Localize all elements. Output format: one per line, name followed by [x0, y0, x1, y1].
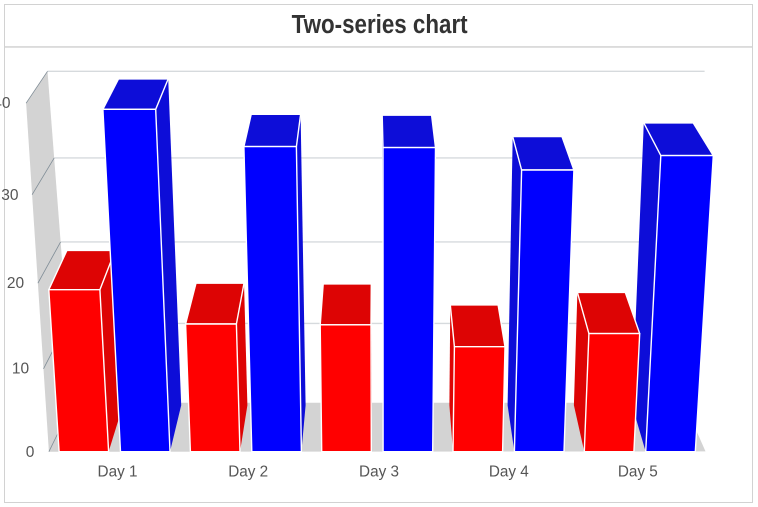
svg-text:30: 30 [1, 187, 19, 204]
svg-text:Day 2: Day 2 [228, 464, 268, 481]
svg-text:40: 40 [0, 95, 11, 112]
svg-text:Two-series chart: Two-series chart [292, 11, 468, 39]
svg-text:Day 1: Day 1 [98, 464, 138, 481]
svg-text:Day 5: Day 5 [618, 464, 658, 481]
svg-text:20: 20 [7, 275, 25, 292]
svg-text:0: 0 [26, 444, 35, 461]
svg-text:Day 3: Day 3 [359, 464, 399, 481]
svg-text:10: 10 [12, 361, 30, 378]
svg-text:Day 4: Day 4 [489, 464, 529, 481]
